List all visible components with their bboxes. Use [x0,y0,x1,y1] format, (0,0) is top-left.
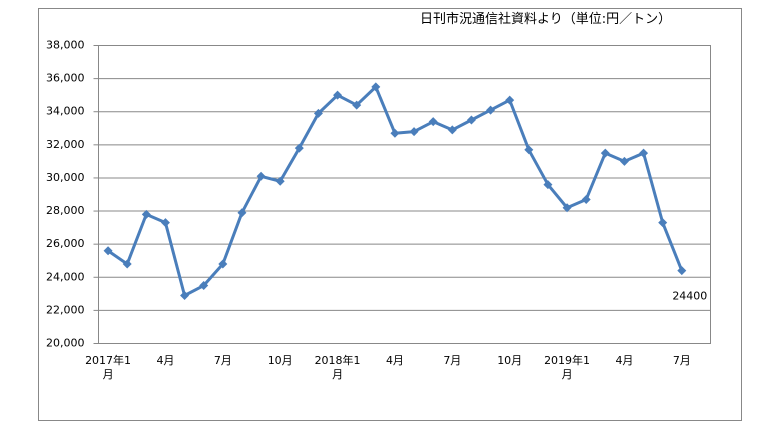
x-tick-label: 4月 [385,353,404,367]
marker [180,290,190,300]
marker [677,266,687,276]
marker [562,203,572,213]
x-tick-label: 7月 [672,353,691,367]
x-tick-label: 4月 [156,353,175,367]
marker [486,105,496,115]
x-tick-label: 10月 [497,353,523,367]
data-label: 24400 [672,290,707,303]
chart-title: 日刊市況通信社資料より（単位:円／トン） [420,12,672,27]
marker [122,259,132,269]
marker [639,148,649,158]
marker [333,90,343,100]
marker [409,127,419,137]
y-tick-label: 36,000 [46,72,85,85]
marker [141,209,151,219]
marker [199,281,209,291]
y-tick-label: 30,000 [46,171,85,184]
y-tick-label: 38,000 [46,39,85,52]
marker [313,108,323,118]
x-tick-label: 2017年1月 [85,353,132,381]
x-tick-label: 7月 [443,353,462,367]
marker [466,115,476,125]
marker [581,194,591,204]
plot-border [98,45,711,344]
chart-border [38,8,742,421]
y-tick-label: 24,000 [46,270,85,283]
marker [428,117,438,127]
marker [600,148,610,158]
marker [294,143,304,153]
y-tick-label: 28,000 [46,204,85,217]
marker [505,95,515,105]
y-tick-label: 26,000 [46,237,85,250]
y-tick-label: 32,000 [46,138,85,151]
marker [543,180,553,190]
series-line [107,85,684,297]
x-tick-label: 2019年1月 [544,353,591,381]
marker [237,208,247,218]
marker [524,145,534,155]
y-tick-label: 34,000 [46,105,85,118]
x-tick-label: 4月 [615,353,634,367]
x-tick-label: 2018年1月 [314,353,361,381]
marker [256,171,266,181]
marker [103,246,113,256]
marker [218,259,228,269]
y-tick-label: 20,000 [46,337,85,350]
x-tick-label: 10月 [267,353,293,367]
marker [275,176,285,186]
x-tick-label: 7月 [213,353,232,367]
marker [390,128,400,138]
marker [658,218,668,228]
y-tick-label: 22,000 [46,303,85,316]
marker [447,125,457,135]
marker [160,218,170,228]
marker [619,156,629,166]
marker [371,82,381,92]
marker [352,100,362,110]
